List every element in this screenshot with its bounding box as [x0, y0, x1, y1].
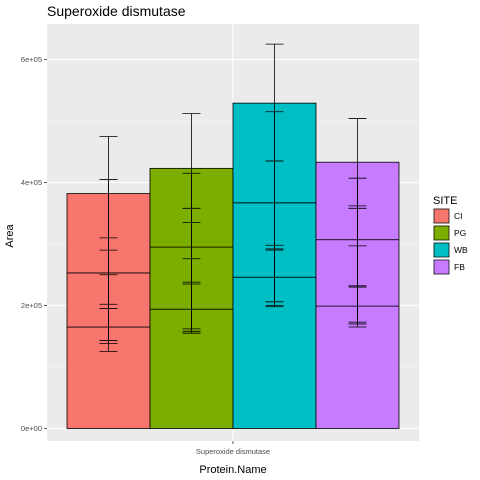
legend-swatch-PG	[434, 226, 449, 240]
y-tick-label: 6e+05	[21, 55, 42, 64]
legend-swatch-FB	[434, 260, 449, 274]
x-axis-title: Protein.Name	[199, 464, 266, 476]
y-tick-label: 2e+05	[21, 301, 42, 310]
y-tick-label: 4e+05	[21, 178, 42, 187]
legend-swatch-CI	[434, 209, 449, 223]
legend-label-FB: FB	[454, 262, 465, 272]
legend-label-CI: CI	[454, 211, 463, 221]
legend: SITE CI PG WB FB	[433, 195, 468, 275]
x-tick-label: Superoxide dismutase	[196, 447, 270, 456]
x-axis: Superoxide dismutase	[196, 441, 270, 456]
legend-swatch-WB	[434, 243, 449, 257]
legend-label-WB: WB	[454, 245, 468, 255]
chart-title: Superoxide dismutase	[47, 3, 186, 19]
legend-title: SITE	[433, 195, 457, 207]
y-axis: 0e+00 2e+05 4e+05 6e+05	[21, 55, 47, 433]
y-tick-label: 0e+00	[21, 424, 42, 433]
y-axis-title: Area	[4, 224, 16, 248]
legend-label-PG: PG	[454, 228, 466, 238]
